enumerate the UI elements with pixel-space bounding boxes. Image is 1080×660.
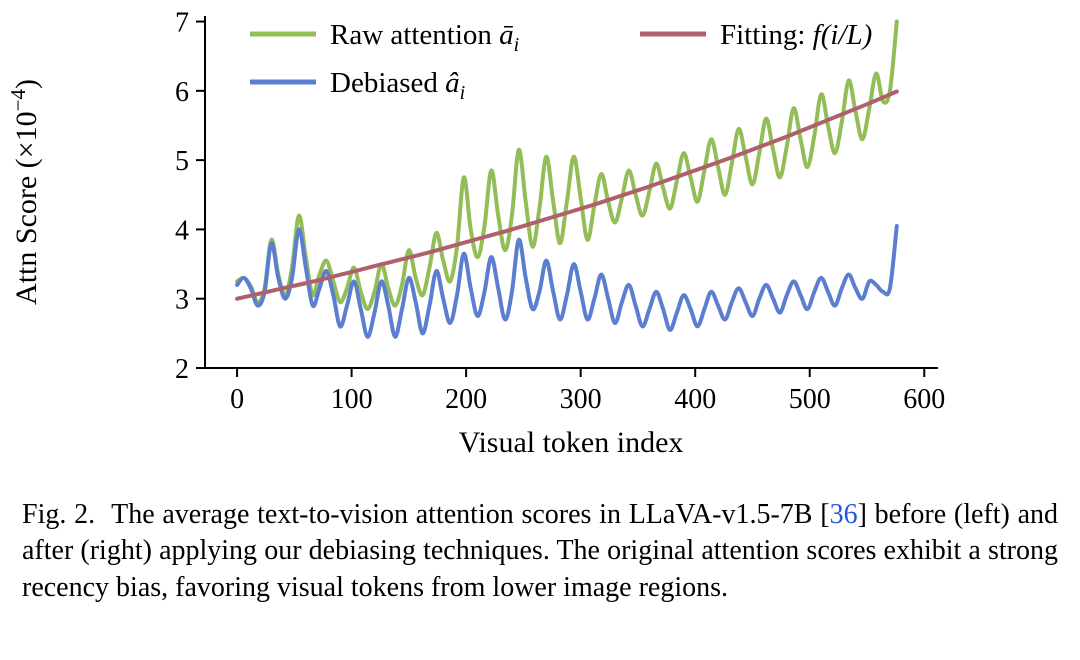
y-tick-label: 3 (175, 285, 189, 316)
x-tick-label: 200 (445, 384, 487, 415)
caption-text-post: ] before (left) and after (right) applyi… (22, 499, 1058, 603)
y-tick-label: 2 (175, 354, 189, 385)
x-tick-label: 100 (331, 384, 373, 415)
raw-attention-line (235, 19, 899, 312)
y-axis-label: Attn Score (×10−4) (6, 79, 43, 305)
axes: 0 100 200 300 400 500 600 2 3 4 5 6 7 (175, 8, 945, 415)
y-tick-label: 7 (175, 8, 189, 39)
debiased-line (235, 224, 899, 339)
y-tick-label: 6 (175, 77, 189, 108)
citation-36[interactable]: 36 (829, 499, 858, 530)
y-tick-label: 4 (175, 215, 189, 246)
fitting-curve-line (235, 89, 899, 301)
legend-label-raw-attention: Raw attention āi (330, 19, 519, 56)
y-tick-label: 5 (175, 146, 189, 177)
legend-label-debiased: Debiased âi (330, 67, 465, 104)
series-lines (235, 19, 899, 339)
legend-label-fitting: Fitting: f(i/L) (720, 19, 872, 51)
caption-text-pre: The average text-to-vision attention sco… (111, 499, 830, 530)
x-tick-label: 600 (903, 384, 945, 415)
x-tick-label: 500 (789, 384, 831, 415)
figure-number: Fig. 2. (22, 499, 96, 530)
attention-line-chart: 0 100 200 300 400 500 600 2 3 4 5 6 7 Raw attention … (6, 8, 945, 459)
legend: Raw attention āi Fitting: f(i/L) Debiase… (250, 19, 872, 104)
x-tick-label: 300 (560, 384, 602, 415)
x-tick-label: 0 (230, 384, 244, 415)
figure-caption: Fig. 2. The average text-to-vision attent… (22, 497, 1058, 606)
x-tick-label: 400 (674, 384, 716, 415)
x-axis-label: Visual token index (459, 426, 684, 459)
